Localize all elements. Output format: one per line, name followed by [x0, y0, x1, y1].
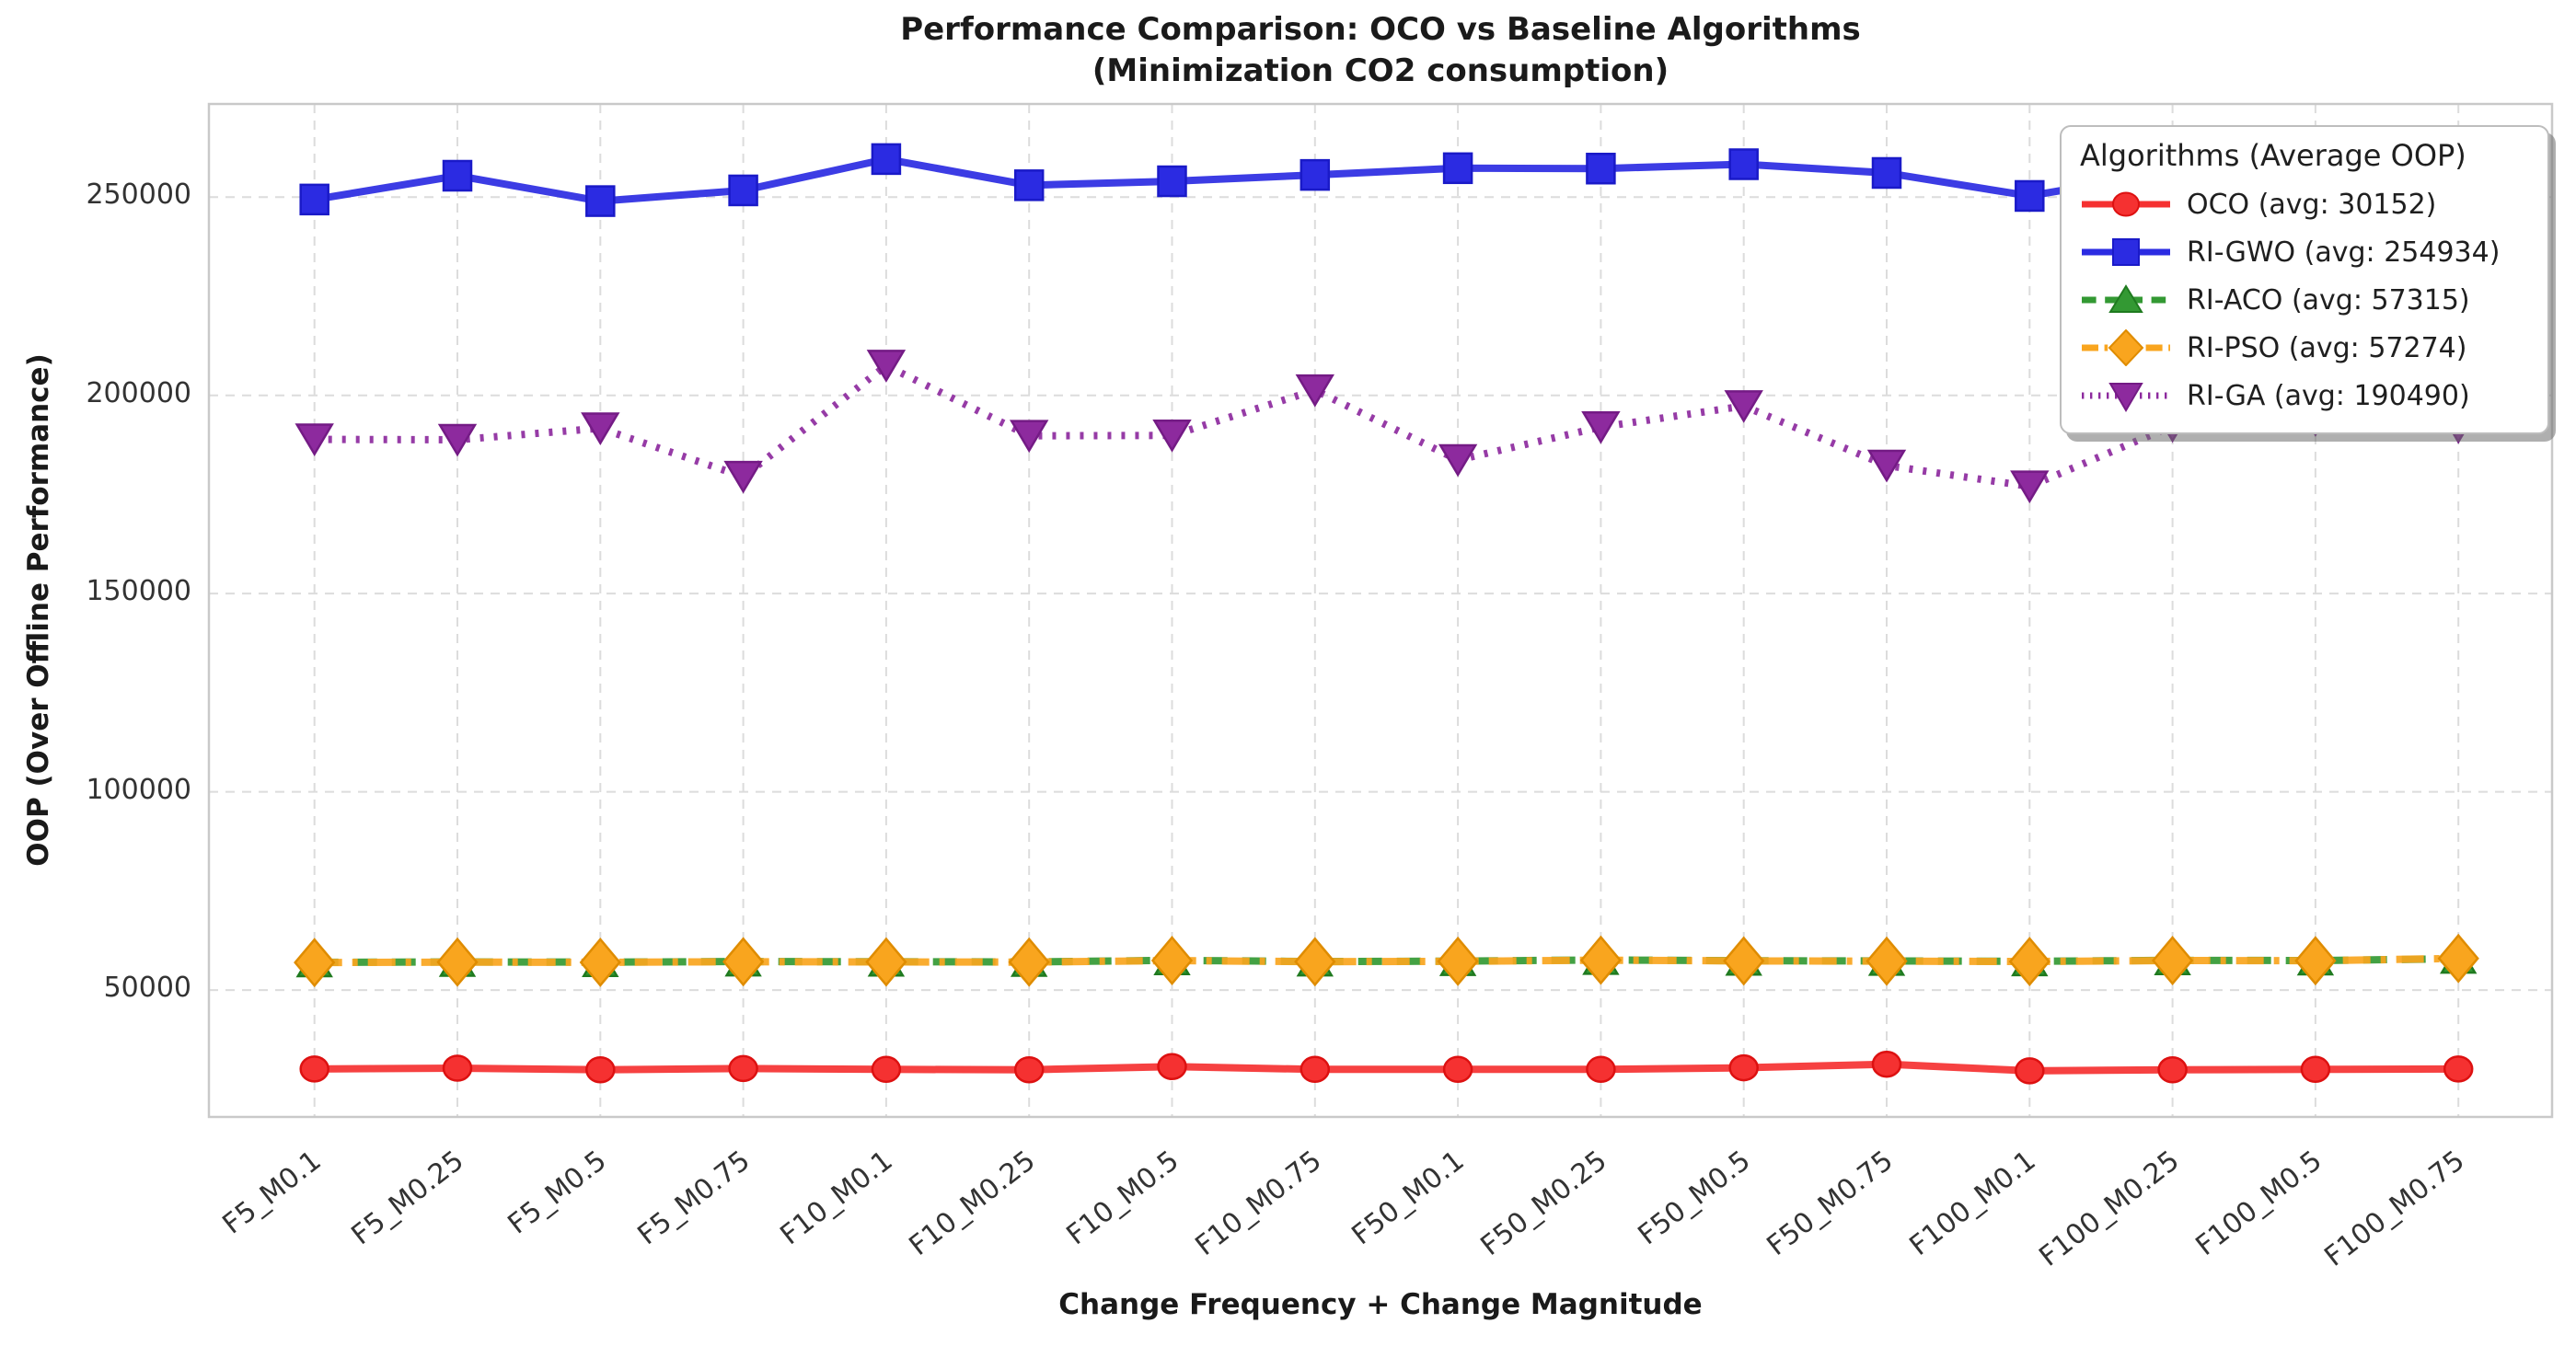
series-RI-GA-marker-triangle-down — [723, 460, 763, 494]
series-OCO-marker-circle — [1728, 1053, 1759, 1082]
legend-sample-RI-PSO — [2082, 329, 2170, 366]
series-line-RI-PSO — [314, 954, 2459, 967]
x-axis-label: Change Frequency + Change Magnitude — [1058, 1288, 1703, 1321]
series-RI-GA-marker-triangle-down — [1581, 410, 1621, 444]
legend-marker-diamond-icon — [2108, 329, 2144, 366]
series-RI-PSO-marker-diamond — [2437, 933, 2479, 984]
series-RI-PSO-marker-diamond — [1723, 936, 1765, 986]
series-RI-GA-marker-triangle-down — [581, 412, 620, 445]
legend-box: Algorithms (Average OOP) OCO (avg: 30152… — [2060, 125, 2549, 434]
series-RI-GA-marker-triangle-down — [1438, 443, 1478, 478]
series-OCO-marker-circle — [1442, 1055, 1473, 1084]
y-tick-label: 100000 — [86, 773, 191, 806]
series-RI-PSO-marker-diamond — [2151, 936, 2194, 985]
series-OCO-marker-circle — [1871, 1050, 1902, 1078]
series-RI-GA-marker-triangle-down — [2010, 470, 2050, 504]
series-RI-GA-marker-triangle-down — [295, 423, 334, 457]
series-RI-GA-marker-triangle-down — [866, 350, 907, 383]
legend-sample-RI-GWO — [2082, 238, 2170, 266]
chart-title-line1: Performance Comparison: OCO vs Baseline … — [900, 11, 1861, 48]
y-tick-label: 250000 — [86, 178, 191, 212]
series-RI-PSO-marker-diamond — [294, 938, 336, 988]
series-OCO-marker-circle — [1300, 1055, 1331, 1084]
series-RI-PSO-marker-diamond — [1150, 936, 1194, 985]
chart-title: Performance Comparison: OCO vs Baseline … — [209, 9, 2552, 92]
chart-title-line2: (Minimization CO2 consumption) — [1092, 52, 1669, 89]
legend-entry-OCO: OCO (avg: 30152) — [2080, 180, 2529, 228]
series-RI-GA-marker-triangle-down — [1866, 449, 1907, 483]
legend-sample-OCO — [2082, 191, 2170, 217]
legend-marker-circle-icon — [2112, 191, 2140, 217]
series-OCO-marker-circle — [1586, 1055, 1616, 1084]
series-RI-PSO-marker-diamond — [579, 937, 621, 987]
legend-entry-label: RI-GA (avg: 190490) — [2187, 379, 2470, 412]
series-OCO-marker-circle — [1157, 1053, 1187, 1081]
series-line-OCO — [314, 1060, 2459, 1075]
series-RI-GA-marker-triangle-down — [1010, 420, 1049, 454]
series-RI-GA-marker-triangle-down — [437, 423, 478, 457]
series-RI-GWO-marker-square — [585, 185, 616, 217]
y-tick-label: 50000 — [103, 972, 191, 1005]
legend-marker-triangle-up-icon — [2108, 284, 2143, 313]
series-RI-GWO-marker-square — [1300, 158, 1331, 191]
axes-frame — [207, 102, 2554, 1119]
series-OCO-marker-circle — [2157, 1055, 2188, 1084]
series-OCO-marker-circle — [1013, 1055, 1045, 1084]
legend-entry-RI-ACO: RI-ACO (avg: 57315) — [2080, 276, 2529, 324]
series-RI-GWO-marker-square — [1013, 169, 1045, 201]
series-RI-PSO-marker-diamond — [865, 937, 907, 987]
series-OCO-marker-circle — [871, 1055, 902, 1084]
series-OCO-marker-circle — [442, 1054, 473, 1082]
legend-sample-RI-GA — [2082, 383, 2170, 412]
series-RI-GWO-marker-square — [728, 174, 758, 207]
y-tick-label: 200000 — [86, 376, 191, 409]
series-RI-PSO-marker-diamond — [1579, 935, 1623, 985]
legend-marker-triangle-down-icon — [2108, 383, 2143, 412]
series-RI-GWO-marker-square — [1442, 152, 1473, 185]
legend-entry-label: OCO (avg: 30152) — [2187, 188, 2437, 221]
series-RI-GWO-marker-square — [871, 143, 902, 176]
series-RI-PSO-marker-diamond — [1866, 936, 1908, 986]
legend-entry-RI-GWO: RI-GWO (avg: 254934) — [2080, 228, 2529, 276]
series-OCO-marker-circle — [2015, 1057, 2045, 1085]
series-RI-GWO-marker-square — [442, 159, 473, 192]
series-RI-GWO-marker-square — [1871, 156, 1902, 190]
series-RI-GWO-marker-square — [1728, 148, 1759, 180]
legend-title: Algorithms (Average OOP) — [2080, 138, 2466, 173]
series-RI-GA-marker-triangle-down — [1724, 390, 1763, 423]
legend-entry-label: RI-ACO (avg: 57315) — [2187, 283, 2470, 316]
legend-entry-RI-PSO: RI-PSO (avg: 57274) — [2080, 324, 2529, 372]
series-RI-GWO-marker-square — [1157, 165, 1187, 198]
y-tick-label: 150000 — [86, 575, 191, 608]
legend-entry-RI-GA: RI-GA (avg: 190490) — [2080, 372, 2529, 420]
series-OCO-marker-circle — [2300, 1055, 2331, 1084]
series-RI-GWO-marker-square — [2015, 179, 2045, 213]
series-OCO-marker-circle — [299, 1055, 329, 1083]
series-RI-PSO-marker-diamond — [1294, 937, 1336, 987]
series-OCO-marker-circle — [2443, 1055, 2474, 1083]
series-RI-GWO-marker-square — [1586, 152, 1616, 185]
series-RI-GA-marker-triangle-down — [1152, 419, 1192, 453]
series-RI-PSO-marker-diamond — [2294, 936, 2337, 986]
series-RI-GA-marker-triangle-down — [1295, 374, 1334, 408]
series-OCO-marker-circle — [585, 1055, 616, 1084]
series-RI-PSO-marker-diamond — [1008, 937, 1050, 987]
legend-sample-RI-ACO — [2082, 284, 2170, 313]
legend-entry-label: RI-PSO (avg: 57274) — [2187, 331, 2467, 364]
legend-entry-label: RI-GWO (avg: 254934) — [2187, 236, 2501, 269]
series-RI-PSO-marker-diamond — [722, 937, 765, 987]
series-RI-PSO-marker-diamond — [2008, 937, 2050, 987]
legend-entries: OCO (avg: 30152) RI-GWO (avg: 254934) RI-A… — [2080, 180, 2529, 420]
series-RI-PSO-marker-diamond — [436, 937, 479, 987]
series-OCO-marker-circle — [728, 1054, 758, 1083]
series-line-RI-GA — [314, 361, 2459, 490]
series-RI-GWO-marker-square — [299, 183, 329, 216]
legend-marker-square-icon — [2112, 238, 2140, 266]
series-RI-PSO-marker-diamond — [1437, 936, 1479, 986]
